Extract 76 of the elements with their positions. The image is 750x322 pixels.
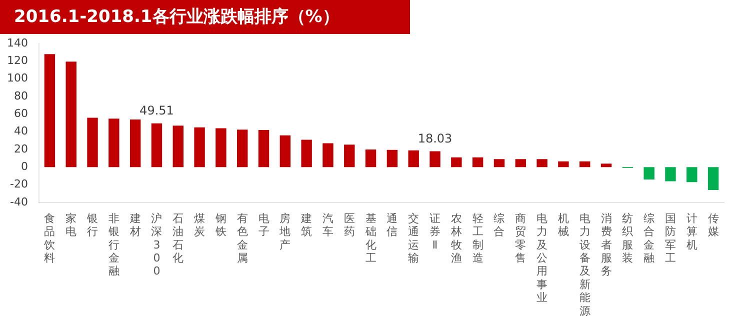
y-tick-label: 60 [14,107,28,120]
y-tick-label: 20 [14,142,28,156]
bar [151,123,162,168]
x-tick-label: 银行 [86,212,98,238]
y-tick-label: 100 [6,72,28,85]
bar [130,119,141,168]
x-tick-label: 家电 [66,212,77,238]
x-tick-label: 通信 [386,212,398,238]
y-tick-label: 120 [6,54,28,68]
x-tick-label: 传媒 [708,212,719,238]
y-tick-label: 140 [6,36,28,50]
x-tick-label: 建材 [128,212,141,238]
bar [66,62,76,168]
x-tick-label: 基础化工 [364,212,376,264]
bar [600,164,612,168]
x-tick-label: 轻工制造 [472,212,484,264]
x-tick-label: 计算机 [686,212,698,252]
x-tick-label: 沪深300 [151,212,162,278]
bar [301,140,312,168]
x-tick-label: 有色金属 [236,212,248,264]
bar [172,126,184,168]
bar [451,157,462,168]
x-tick-label: 交通运输 [408,212,420,264]
x-tick-label: 建筑 [300,212,312,238]
x-tick-label: 机械 [558,212,569,238]
bar [558,161,569,168]
bar [108,118,120,168]
bar [280,135,291,168]
bar [87,118,98,168]
x-tick-label: 钢铁 [214,212,226,238]
x-tick-label: 非银行金融 [107,212,120,278]
bar [515,159,526,168]
bar [536,159,548,168]
data-label: 18.03 [418,131,452,146]
y-tick-label: 40 [14,124,28,138]
x-tick-label: 综合金融 [644,212,655,264]
chart-title: 2016.1-2018.1各行业涨跌幅排序（%） [0,0,410,34]
x-tick-label: 石油石化 [172,212,184,264]
data-label: 49.51 [140,104,174,118]
bar [665,167,676,182]
bar [708,167,719,190]
bar [472,157,484,168]
bar [237,130,248,168]
x-tick-label: 商贸零售 [515,212,526,264]
x-tick-label: 纺织服装 [622,212,634,264]
bar [44,54,56,168]
x-tick-label: 汽车 [322,212,334,238]
bar [344,144,355,168]
x-tick-label: 医药 [344,212,355,238]
y-tick-label: 80 [14,89,28,102]
bar [194,127,205,168]
x-tick-label: 消费者服务 [600,212,612,278]
x-tick-label: 国防军工 [664,212,676,264]
x-tick-label: 电力及公用事业 [536,212,548,304]
bar [494,159,505,168]
x-tick-label: 电子 [258,212,270,238]
x-tick-label: 房地产 [278,212,291,252]
x-tick-label: 煤炭 [194,212,206,238]
x-tick-label: 电力设备及新能源 [579,212,590,318]
x-tick-label: 综合 [494,212,505,238]
bar [644,167,654,180]
bar [322,143,334,168]
bar [580,161,590,168]
x-tick-label: 食品饮料 [43,212,56,264]
bar [386,150,398,168]
bar [408,150,419,168]
bar [365,149,376,168]
bar [686,167,698,182]
y-tick-label: -20 [10,178,28,191]
y-tick-label: -40 [10,195,28,208]
y-tick-label: 0 [20,160,28,173]
bar [258,130,270,168]
x-tick-label: 农林牧渔 [450,212,462,264]
bar [430,151,440,168]
bar [216,128,226,168]
x-tick-label: 证券Ⅱ [430,212,441,252]
